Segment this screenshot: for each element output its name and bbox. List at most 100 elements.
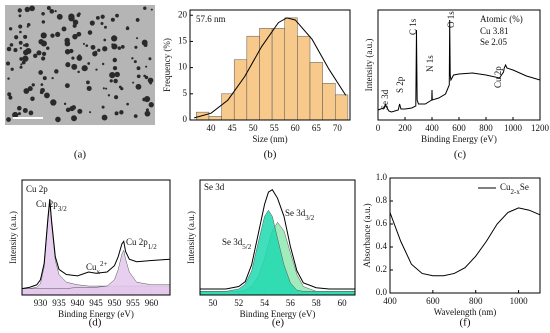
particle (107, 94, 111, 97)
caption: (a) (74, 149, 87, 161)
particle (77, 108, 83, 114)
x-tick-label: 1000 (510, 296, 529, 306)
particle (21, 60, 26, 65)
y-tick-label: 0.2 (376, 264, 387, 274)
particle (29, 5, 35, 12)
particle (89, 20, 95, 26)
y-tick-label: 0.6 (376, 218, 388, 228)
plot-frame (389, 177, 541, 294)
annotation-part: Se 3d (285, 208, 306, 218)
particle (101, 62, 105, 66)
bar (309, 62, 323, 121)
annotation-part: Cu (86, 262, 97, 272)
particle (64, 48, 71, 55)
particle (22, 55, 29, 62)
particle (117, 46, 122, 50)
legend-label-part: 2-x (511, 188, 521, 196)
particle (40, 83, 44, 86)
annotation-part: 3/2 (305, 214, 314, 222)
particle (95, 15, 100, 20)
particle (44, 92, 50, 99)
spectrum-line (200, 188, 355, 290)
particle (12, 111, 19, 119)
fit-curve (194, 17, 347, 119)
bar (322, 83, 336, 121)
particle (150, 8, 153, 11)
x-tick-label: 60 (338, 298, 348, 308)
particle (145, 65, 148, 68)
annotation-part: 3/2 (58, 205, 67, 213)
particle (46, 46, 50, 50)
particle (19, 57, 24, 61)
particle (71, 63, 78, 70)
particle (105, 87, 108, 90)
x-tick-label: 1000 (504, 123, 523, 133)
spectrum-line (377, 19, 541, 113)
particle (136, 74, 141, 79)
particle (94, 50, 98, 53)
particle (77, 56, 82, 61)
y-tick-label: 1.0 (376, 172, 388, 182)
particle (148, 57, 152, 61)
particle (101, 114, 108, 121)
particle (136, 37, 139, 40)
bar (284, 17, 298, 121)
annotation: Cu 3.81 (480, 26, 509, 36)
particle (76, 31, 82, 37)
particle (41, 51, 47, 56)
y-tick-label: 0.8 (376, 195, 388, 205)
particle (39, 51, 42, 54)
x-tick-label: 58 (312, 298, 322, 308)
particle (147, 77, 154, 84)
annotation-part: O 1s (446, 11, 456, 28)
particle (17, 8, 22, 13)
bar (196, 111, 210, 121)
particle (136, 66, 141, 71)
x-tick-label: 1200 (531, 123, 550, 133)
component-area (199, 209, 356, 296)
x-tick-label: 60 (291, 123, 301, 133)
particle (14, 35, 19, 40)
tem-image (5, 5, 155, 125)
particle (7, 92, 12, 97)
particle (40, 40, 47, 47)
particle (10, 67, 14, 71)
particle (77, 70, 80, 74)
annotation-part: 1/2 (148, 243, 157, 251)
y-tick-label: 0.0 (376, 287, 388, 297)
particle (133, 114, 138, 118)
particle (73, 105, 76, 108)
particle (109, 79, 113, 83)
particle (9, 43, 14, 47)
legend-label: Cu2-xSe (500, 182, 529, 196)
bar (335, 94, 349, 121)
particle (17, 105, 22, 111)
particle (97, 48, 101, 52)
bar (221, 93, 235, 121)
particle (23, 88, 30, 94)
particle (19, 30, 22, 34)
particle (33, 53, 38, 59)
y-tick-label: 0.4 (376, 241, 388, 251)
annotation: Cu 2p3/2 (36, 199, 67, 213)
particle (31, 83, 35, 87)
particle (56, 13, 63, 20)
y-tick-label: 20 (178, 9, 188, 19)
caption: (f) (460, 317, 471, 329)
particle (100, 22, 104, 25)
particle (23, 34, 28, 39)
particle (143, 6, 147, 10)
bar (259, 28, 273, 121)
particle (114, 111, 119, 116)
particle (20, 63, 23, 66)
particle (55, 116, 61, 123)
annotation-part: N 1s (425, 55, 435, 72)
bar (271, 28, 285, 121)
particle (110, 17, 115, 22)
particle (113, 78, 118, 84)
x-axis-label: Size (nm) (252, 134, 287, 144)
particle (115, 13, 119, 18)
particle (144, 110, 151, 117)
caption: (e) (272, 317, 285, 329)
annotation: Cux2+ (86, 260, 108, 276)
